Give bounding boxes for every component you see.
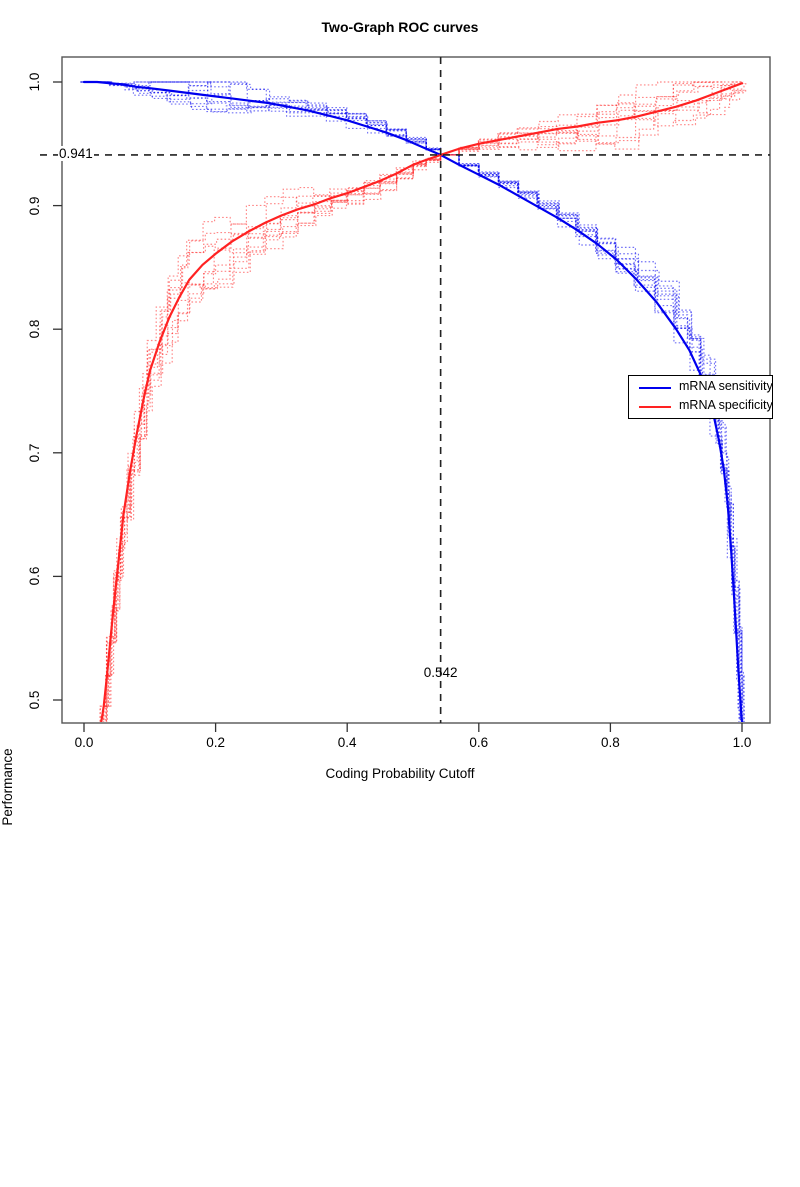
replicate-curve-sensitivity — [85, 81, 741, 722]
mean-curve-specificity — [100, 82, 744, 722]
replicate-curve-specificity — [105, 81, 744, 722]
legend-item-specificity[interactable]: mRNA specificity — [629, 397, 773, 417]
replicate-curve-sensitivity — [84, 81, 743, 722]
y-tick-label: 0.5 — [27, 690, 42, 710]
x-axis-title: Coding Probability Cutoff — [325, 766, 475, 781]
legend-swatch-specificity — [639, 406, 671, 408]
roc-chart: Two-Graph ROC curves Performance Coding … — [0, 19, 773, 826]
y-axis-title: Performance — [0, 748, 15, 826]
y-tick-label: 0.7 — [27, 443, 42, 463]
legend-label-specificity: mRNA specificity — [679, 398, 773, 412]
legend[interactable]: mRNA sensitivity mRNA specificity — [628, 375, 773, 419]
x-tick-label: 0.6 — [469, 735, 489, 750]
curve-layer — [80, 80, 747, 722]
y-tick-label: 1.0 — [27, 72, 42, 92]
replicate-curve-sensitivity — [86, 81, 744, 722]
legend-swatch-sensitivity — [639, 387, 671, 389]
plot-canvas — [40, 56, 771, 732]
mean-curve-sensitivity — [82, 80, 744, 722]
replicate-curve-specificity — [99, 83, 744, 722]
x-tick-label: 0.2 — [206, 735, 225, 750]
legend-label-sensitivity: mRNA sensitivity — [679, 379, 773, 393]
legend-item-sensitivity[interactable]: mRNA sensitivity — [629, 378, 773, 398]
replicate-curve-specificity — [105, 81, 747, 722]
y-tick-label: 0.8 — [27, 319, 42, 339]
cutoff-annotation-label: 0.542 — [423, 665, 458, 680]
x-tick-label: 0.8 — [601, 735, 620, 750]
y-tick-label: 0.9 — [27, 196, 42, 215]
replicate-curve-sensitivity — [84, 81, 745, 722]
page-title: Two-Graph ROC curves — [321, 19, 479, 35]
x-tick-label: 0.0 — [74, 735, 94, 750]
performance-annotation-label: 0.941 — [58, 145, 94, 161]
replicate-curve-specificity — [105, 83, 745, 722]
x-tick-label: 1.0 — [732, 735, 752, 750]
replicate-curve-sensitivity — [81, 81, 741, 721]
x-tick-label: 0.4 — [337, 735, 357, 750]
y-tick-label: 0.6 — [27, 567, 42, 586]
